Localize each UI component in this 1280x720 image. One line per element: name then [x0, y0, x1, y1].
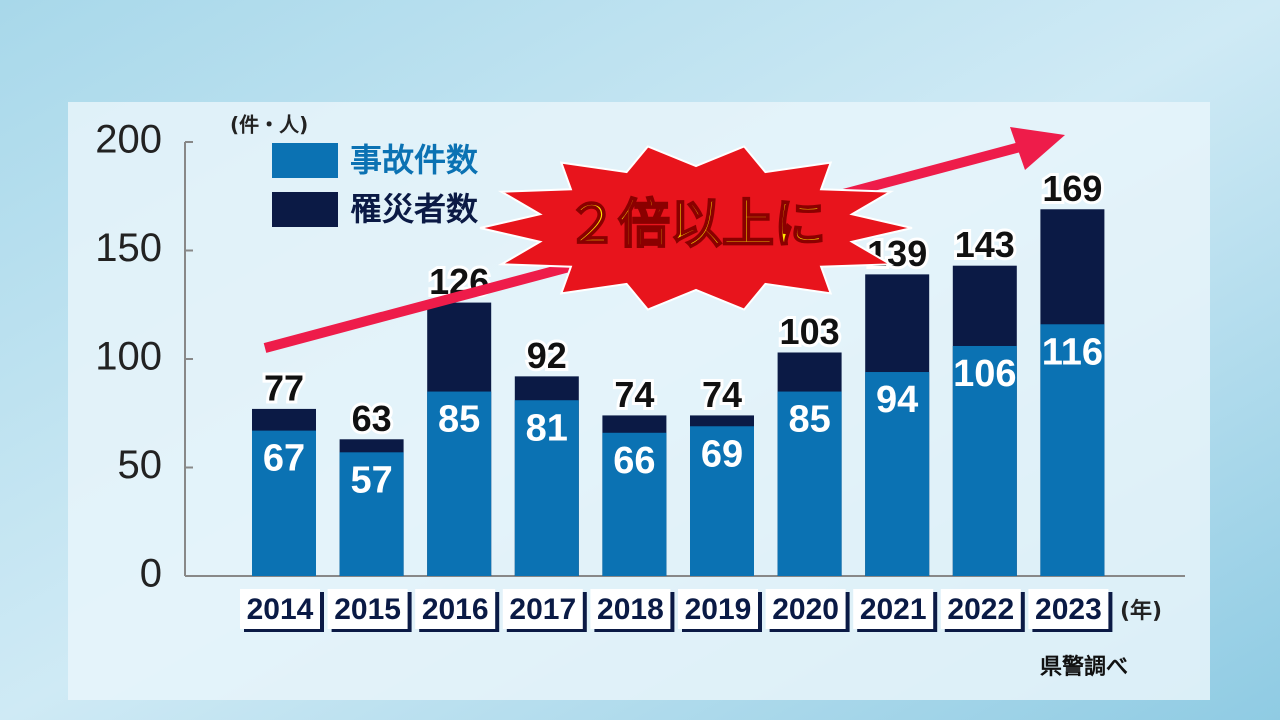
y-unit: (件・人) [230, 113, 308, 137]
x-tick-label: 2016 [422, 593, 489, 626]
value-label: 74 [702, 374, 742, 415]
value-label: 169 [1042, 168, 1102, 209]
x-tick-label: 2021 [860, 593, 927, 626]
year-box [765, 589, 846, 629]
value-label: 106 [953, 353, 1016, 395]
bar [427, 391, 492, 576]
overlay: ２倍以上に [263, 127, 1065, 353]
legend-swatch [272, 143, 338, 178]
value-label: 57 [350, 459, 392, 501]
legend-swatch [272, 192, 338, 227]
value-label: 139 [867, 233, 927, 274]
x-tick-label: 2019 [685, 593, 752, 626]
x-tick-label: 2018 [597, 593, 664, 626]
bar [339, 452, 404, 576]
bar [602, 432, 667, 576]
value-label: 85 [438, 399, 480, 441]
value-label: 81 [526, 407, 568, 449]
bar [777, 391, 842, 576]
x-tick-label: 2017 [509, 593, 576, 626]
x-tick-label: 2020 [772, 593, 839, 626]
year-box [327, 589, 408, 629]
value-label: 67 [263, 438, 305, 480]
y-tick-label: 50 [118, 443, 163, 487]
x-tick-label: 2023 [1035, 593, 1102, 626]
year-box [853, 589, 934, 629]
value-label: 103 [780, 311, 840, 352]
arrow-head [1010, 127, 1065, 170]
bar [690, 426, 754, 576]
y-tick-label: 0 [140, 552, 162, 596]
value-label: 66 [613, 440, 655, 482]
value-label: 63 [352, 398, 392, 439]
bar [514, 400, 579, 576]
year-box [940, 589, 1021, 629]
bar [1040, 324, 1105, 576]
legend-label: 罹災者数 [350, 190, 479, 228]
bar [865, 372, 930, 576]
value-label: 143 [955, 224, 1015, 265]
bar [952, 345, 1017, 576]
x-tick-label: 2015 [334, 593, 401, 626]
source: 県警調べ [1040, 654, 1128, 680]
value-label: 69 [701, 433, 743, 475]
x-tick-label: 2022 [947, 593, 1014, 626]
starburst [479, 145, 913, 311]
value-label: 77 [264, 367, 304, 408]
value-label: 85 [788, 399, 830, 441]
year-box [502, 589, 583, 629]
x-tick-label: 2014 [247, 593, 314, 626]
legend-label: 事故件数 [350, 141, 479, 179]
year-box [1028, 589, 1109, 629]
y-tick-label: 100 [95, 335, 162, 379]
y-tick-label: 150 [95, 226, 162, 270]
annotation: ２倍以上に [566, 195, 826, 255]
bar [252, 430, 316, 576]
year-box [415, 589, 496, 629]
y-tick-label: 200 [95, 118, 162, 162]
x-unit: (年) [1120, 598, 1162, 624]
value-label: 92 [527, 335, 567, 376]
value-label: 74 [614, 374, 654, 415]
value-label: 94 [876, 379, 918, 421]
year-box [678, 589, 758, 629]
year-box [590, 589, 671, 629]
year-box [240, 589, 320, 629]
value-label: 116 [1042, 331, 1103, 373]
